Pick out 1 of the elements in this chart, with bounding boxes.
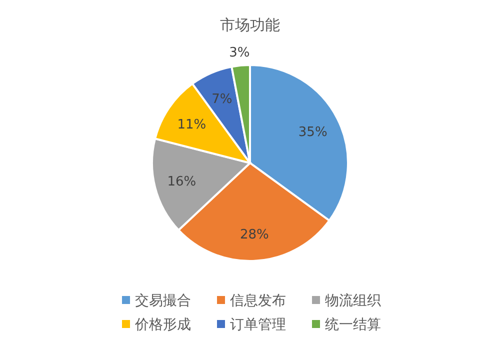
title: 市场功能 xyxy=(220,16,280,34)
